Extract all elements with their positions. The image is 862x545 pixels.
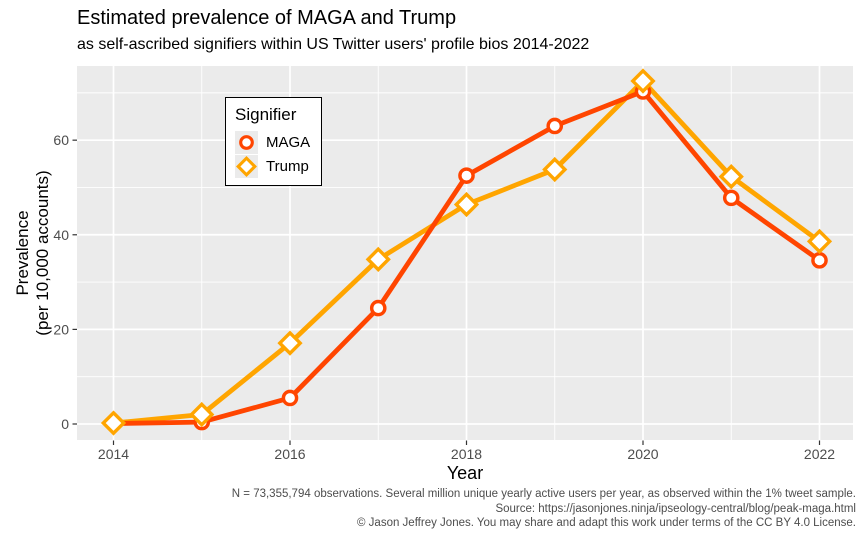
caption-line-1: N = 73,355,794 observations. Several mil… — [231, 488, 856, 500]
maga-point-2022 — [811, 252, 828, 269]
y-tick-label: 40 — [53, 227, 69, 243]
plot-panel — [77, 66, 853, 440]
y-axis-title: Prevalence (per 10,000 accounts) — [13, 63, 53, 443]
trump-point-2022 — [806, 228, 833, 255]
x-tick-label: 2014 — [98, 446, 129, 462]
x-tick-label: 2016 — [274, 446, 305, 462]
trump-point-2018 — [453, 191, 480, 218]
legend-label-trump: Trump — [266, 158, 309, 175]
y-axis-title-line1: Prevalence — [13, 210, 32, 296]
trump-point-2015 — [189, 401, 215, 428]
trump-point-2019 — [542, 156, 568, 183]
maga-point-2016 — [281, 389, 299, 407]
caption-line-3: © Jason Jeffrey Jones. You may share and… — [357, 517, 856, 530]
legend-label-maga: MAGA — [266, 134, 311, 151]
legend-title: Signifier — [235, 105, 297, 124]
trump-point-2017 — [365, 246, 391, 272]
legend-box: Signifier MAGA Trump — [225, 97, 322, 186]
y-tick-label: 0 — [61, 416, 69, 432]
maga-point-2017 — [369, 299, 387, 317]
circle-icon — [239, 135, 254, 150]
chart-subtitle: as self-ascribed signifiers within US Tw… — [77, 36, 590, 53]
maga-point-2019 — [546, 117, 564, 135]
y-tick-label: 60 — [53, 132, 69, 148]
y-axis-title-line2: (per 10,000 accounts) — [33, 170, 52, 336]
maga-point-2018 — [458, 167, 475, 184]
chart-title: Estimated prevalence of MAGA and Trump — [77, 7, 457, 29]
trump-point-2021 — [718, 163, 744, 190]
diamond-icon — [236, 156, 257, 177]
trump-point-2014 — [100, 410, 127, 436]
circle-icon — [235, 131, 258, 154]
legend-item-trump: Trump — [235, 155, 315, 178]
trump-point-2016 — [277, 330, 303, 356]
caption: N = 73,355,794 observations. Several mil… — [232, 487, 856, 531]
caption-line-2: Source: https://jasonjones.ninja/ipseolo… — [495, 502, 856, 515]
x-tick-label: 2018 — [451, 446, 482, 462]
diamond-icon — [235, 155, 258, 178]
y-tick-label: 20 — [53, 321, 69, 337]
trump-point-2020 — [630, 68, 656, 94]
x-tick-label: 2022 — [804, 446, 835, 462]
maga-point-2021 — [722, 189, 740, 207]
legend-item-maga: MAGA — [235, 131, 315, 154]
x-axis-title: Year — [446, 463, 484, 483]
x-tick-label: 2020 — [627, 446, 658, 462]
